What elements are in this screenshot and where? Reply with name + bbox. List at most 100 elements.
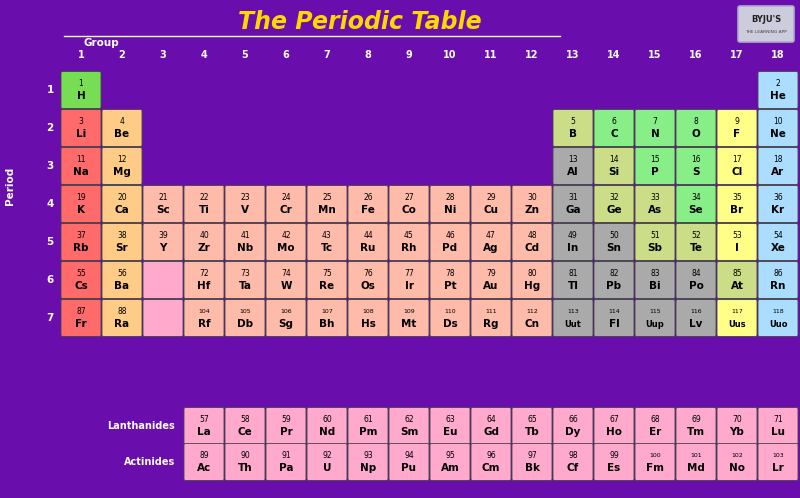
- FancyBboxPatch shape: [307, 224, 347, 260]
- FancyBboxPatch shape: [143, 299, 183, 337]
- Text: Ti: Ti: [198, 205, 210, 215]
- Text: THE LEARNING APP: THE LEARNING APP: [745, 30, 787, 34]
- Text: 47: 47: [486, 232, 496, 241]
- Text: Yb: Yb: [730, 427, 745, 437]
- Text: 111: 111: [485, 309, 497, 314]
- Text: Si: Si: [609, 167, 619, 177]
- Text: Pd: Pd: [442, 243, 458, 253]
- Text: The Periodic Table: The Periodic Table: [238, 10, 482, 34]
- Text: 76: 76: [363, 269, 373, 278]
- Text: 17: 17: [732, 155, 742, 164]
- FancyBboxPatch shape: [553, 299, 593, 337]
- Text: 71: 71: [773, 415, 783, 424]
- FancyBboxPatch shape: [676, 147, 716, 184]
- Text: Cn: Cn: [525, 319, 539, 329]
- FancyBboxPatch shape: [635, 444, 675, 481]
- FancyBboxPatch shape: [594, 224, 634, 260]
- FancyBboxPatch shape: [676, 299, 716, 337]
- Text: Os: Os: [361, 281, 375, 291]
- FancyBboxPatch shape: [102, 185, 142, 223]
- FancyBboxPatch shape: [348, 299, 388, 337]
- Text: 85: 85: [732, 269, 742, 278]
- Text: Ne: Ne: [770, 129, 786, 139]
- Text: Ta: Ta: [238, 281, 251, 291]
- Text: 63: 63: [445, 415, 455, 424]
- FancyBboxPatch shape: [430, 224, 470, 260]
- FancyBboxPatch shape: [758, 224, 798, 260]
- Text: Ba: Ba: [114, 281, 130, 291]
- Text: Rg: Rg: [483, 319, 498, 329]
- FancyBboxPatch shape: [553, 147, 593, 184]
- FancyBboxPatch shape: [717, 224, 757, 260]
- FancyBboxPatch shape: [758, 299, 798, 337]
- Text: 1: 1: [46, 85, 54, 95]
- FancyBboxPatch shape: [184, 299, 224, 337]
- Text: 34: 34: [691, 193, 701, 202]
- Text: 38: 38: [117, 232, 127, 241]
- Text: Rh: Rh: [402, 243, 417, 253]
- FancyBboxPatch shape: [594, 261, 634, 298]
- Text: H: H: [77, 91, 86, 101]
- FancyBboxPatch shape: [143, 224, 183, 260]
- Text: 112: 112: [526, 309, 538, 314]
- Text: Fr: Fr: [75, 319, 87, 329]
- Text: 2: 2: [46, 123, 54, 133]
- Text: Tm: Tm: [687, 427, 705, 437]
- FancyBboxPatch shape: [676, 407, 716, 445]
- Text: 9: 9: [406, 50, 412, 60]
- Text: 107: 107: [321, 309, 333, 314]
- FancyBboxPatch shape: [717, 299, 757, 337]
- Text: Ir: Ir: [405, 281, 414, 291]
- Text: 12: 12: [526, 50, 538, 60]
- Text: Ge: Ge: [606, 205, 622, 215]
- FancyBboxPatch shape: [594, 299, 634, 337]
- Text: C: C: [610, 129, 618, 139]
- Text: K: K: [77, 205, 85, 215]
- Text: Sb: Sb: [647, 243, 662, 253]
- Text: 10: 10: [443, 50, 457, 60]
- Text: 100: 100: [649, 453, 661, 458]
- Text: Fl: Fl: [609, 319, 619, 329]
- Text: O: O: [692, 129, 700, 139]
- FancyBboxPatch shape: [102, 224, 142, 260]
- Text: Np: Np: [360, 463, 376, 473]
- Text: 24: 24: [281, 193, 291, 202]
- FancyBboxPatch shape: [717, 444, 757, 481]
- Text: 36: 36: [773, 193, 783, 202]
- Text: Cm: Cm: [482, 463, 500, 473]
- Text: 5: 5: [242, 50, 248, 60]
- Text: 115: 115: [649, 309, 661, 314]
- Text: Eu: Eu: [442, 427, 458, 437]
- FancyBboxPatch shape: [184, 261, 224, 298]
- Text: Uup: Uup: [646, 320, 664, 329]
- FancyBboxPatch shape: [266, 185, 306, 223]
- Text: Mo: Mo: [277, 243, 295, 253]
- Text: 13: 13: [566, 50, 580, 60]
- FancyBboxPatch shape: [102, 110, 142, 146]
- Text: 87: 87: [76, 307, 86, 316]
- Text: Gd: Gd: [483, 427, 499, 437]
- Text: Po: Po: [689, 281, 703, 291]
- Text: Lanthanides: Lanthanides: [107, 421, 175, 431]
- Text: Ar: Ar: [771, 167, 785, 177]
- Text: I: I: [735, 243, 739, 253]
- Text: 4: 4: [46, 199, 54, 209]
- FancyBboxPatch shape: [471, 261, 511, 298]
- Text: Kr: Kr: [771, 205, 785, 215]
- Text: Y: Y: [159, 243, 166, 253]
- Text: Nb: Nb: [237, 243, 253, 253]
- FancyBboxPatch shape: [758, 185, 798, 223]
- Text: 54: 54: [773, 232, 783, 241]
- Text: 52: 52: [691, 232, 701, 241]
- Text: 57: 57: [199, 415, 209, 424]
- Text: Hf: Hf: [198, 281, 210, 291]
- FancyBboxPatch shape: [512, 299, 552, 337]
- Text: 50: 50: [609, 232, 619, 241]
- Text: 82: 82: [610, 269, 618, 278]
- FancyBboxPatch shape: [266, 299, 306, 337]
- FancyBboxPatch shape: [266, 224, 306, 260]
- Text: Th: Th: [238, 463, 252, 473]
- FancyBboxPatch shape: [225, 407, 265, 445]
- Text: 4: 4: [119, 118, 125, 126]
- Text: 90: 90: [240, 451, 250, 460]
